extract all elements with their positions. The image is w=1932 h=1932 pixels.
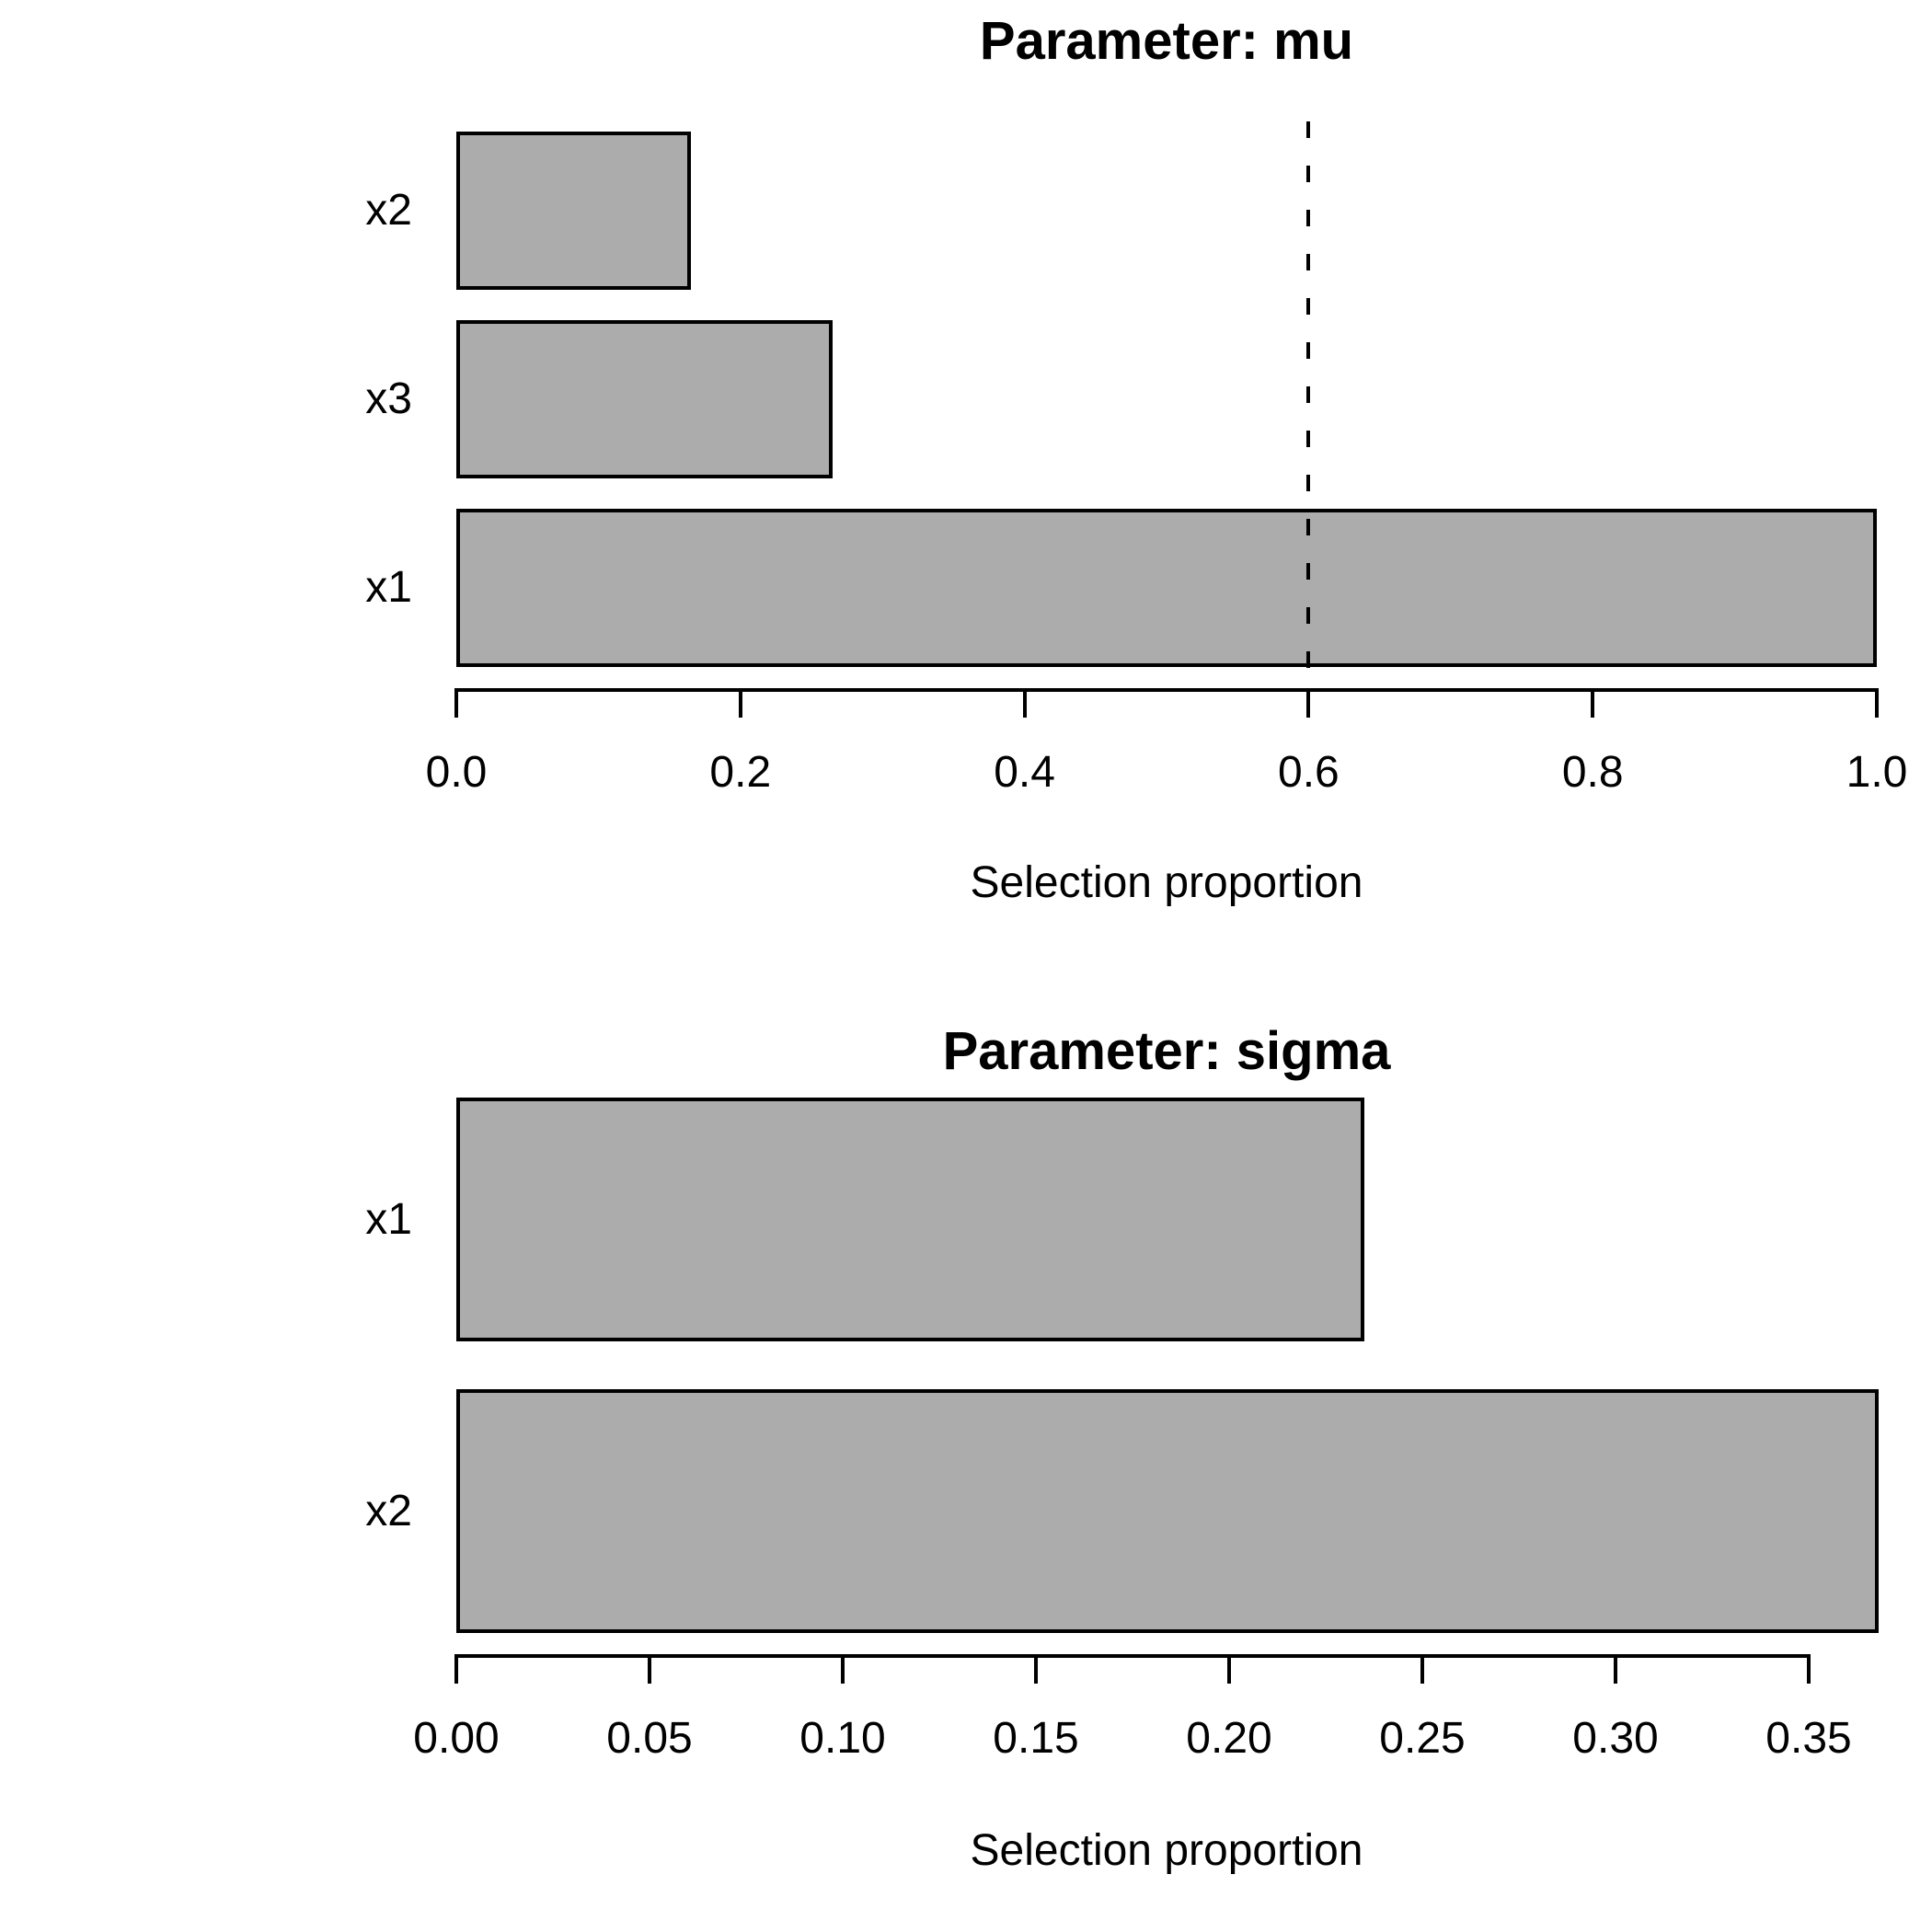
- x-axis-tick: [1034, 1654, 1038, 1684]
- x-axis-tick: [738, 688, 742, 718]
- x-axis-tick-label: 0.4: [994, 748, 1055, 797]
- x-axis-title-mu: Selection proportion: [970, 858, 1363, 907]
- x-axis-tick: [1875, 688, 1879, 718]
- x-axis-tick: [1614, 1654, 1617, 1684]
- threshold-line: [1306, 121, 1311, 688]
- x-axis-title-sigma: Selection proportion: [970, 1826, 1363, 1875]
- x-axis-tick: [454, 688, 458, 718]
- x-axis-tick-label: 1.0: [1846, 748, 1908, 797]
- x-axis-tick-label: 0.35: [1765, 1714, 1852, 1763]
- bar-x2: [456, 132, 691, 290]
- x-axis-tick-label: 0.2: [709, 748, 772, 797]
- x-axis-tick: [841, 1654, 845, 1684]
- bar-category-label-x2: x2: [365, 1486, 412, 1535]
- chart-title-sigma: Parameter: sigma: [942, 1021, 1391, 1081]
- x-axis-tick: [1306, 688, 1311, 718]
- bar-category-label-x1: x1: [365, 563, 412, 612]
- bar-x1: [456, 1098, 1364, 1341]
- x-axis-tick: [1022, 688, 1027, 718]
- bar-x3: [456, 320, 833, 478]
- x-axis-tick: [454, 1654, 458, 1684]
- bar-x1: [456, 509, 1877, 667]
- x-axis-tick: [1807, 1654, 1811, 1684]
- bar-category-label-x2: x2: [365, 186, 412, 235]
- x-axis-line: [454, 688, 1879, 692]
- bar-category-label-x1: x1: [365, 1194, 412, 1244]
- x-axis-tick: [1591, 688, 1595, 718]
- bar-category-label-x3: x3: [365, 374, 412, 423]
- x-axis-tick-label: 0.20: [1186, 1714, 1272, 1763]
- x-axis-tick: [1420, 1654, 1424, 1684]
- x-axis-tick-label: 0.30: [1572, 1714, 1659, 1763]
- x-axis-tick-label: 0.00: [413, 1714, 500, 1763]
- x-axis-tick: [648, 1654, 651, 1684]
- x-axis-tick-label: 0.05: [606, 1714, 693, 1763]
- x-axis-tick-label: 0.8: [1561, 748, 1624, 797]
- x-axis-tick-label: 0.25: [1379, 1714, 1466, 1763]
- x-axis-tick-label: 0.6: [1278, 748, 1340, 797]
- x-axis-tick-label: 0.15: [993, 1714, 1079, 1763]
- x-axis-tick: [1227, 1654, 1231, 1684]
- x-axis-tick-label: 0.10: [799, 1714, 886, 1763]
- bar-x2: [456, 1389, 1879, 1633]
- x-axis-tick-label: 0.0: [425, 748, 488, 797]
- x-axis-line: [454, 1654, 1811, 1658]
- chart-title-mu: Parameter: mu: [979, 11, 1354, 71]
